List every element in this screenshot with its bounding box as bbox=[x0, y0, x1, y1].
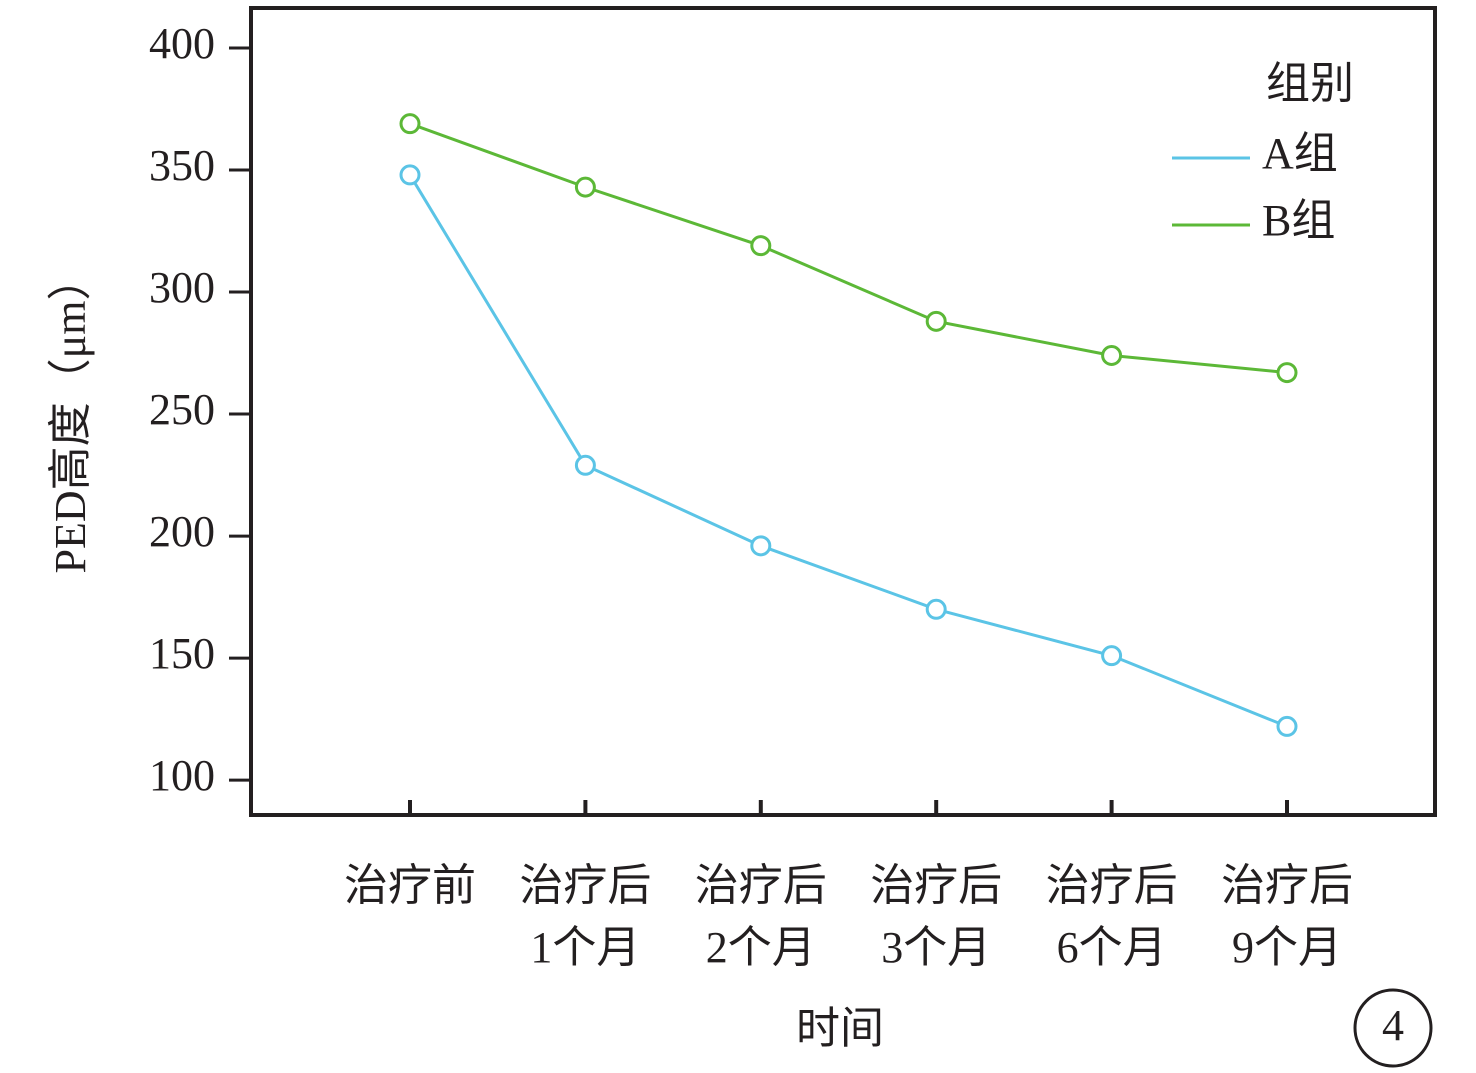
plot-frame bbox=[249, 6, 1437, 817]
point bbox=[1276, 362, 1298, 384]
point bbox=[925, 598, 947, 620]
point bbox=[399, 164, 421, 186]
annotation-circle bbox=[1353, 988, 1433, 1068]
x-tick-label: 治疗后 9个月 bbox=[1221, 861, 1353, 972]
point bbox=[574, 176, 596, 198]
point bbox=[750, 535, 772, 557]
y-tick-label: 100 bbox=[149, 751, 215, 800]
point bbox=[1101, 344, 1123, 366]
x-tick-label: 治疗后 2个月 bbox=[694, 861, 827, 972]
point bbox=[1276, 715, 1298, 737]
legend-label: B组 bbox=[1262, 196, 1335, 245]
x-tick-label: 治疗后 1个月 bbox=[519, 861, 652, 972]
y-axis-label: PED高度（μm） bbox=[46, 257, 95, 574]
legend-title: 组别 bbox=[1266, 59, 1354, 108]
x-tick-label: 治疗前 bbox=[344, 861, 476, 910]
point bbox=[574, 454, 596, 476]
point bbox=[1101, 645, 1123, 667]
x-axis-label: 时间 bbox=[796, 1004, 884, 1053]
legend-label: A组 bbox=[1262, 129, 1338, 178]
y-tick-label: 200 bbox=[149, 507, 215, 556]
y-tick-label: 400 bbox=[149, 19, 215, 68]
y-tick-label: 150 bbox=[149, 629, 215, 678]
series-line bbox=[408, 174, 1288, 728]
x-tick-label: 治疗后 6个月 bbox=[1045, 861, 1178, 972]
point bbox=[399, 113, 421, 135]
annotation: 4 bbox=[1382, 1001, 1404, 1050]
point bbox=[750, 235, 772, 257]
y-tick-label: 350 bbox=[149, 141, 215, 190]
x-tick-label: 治疗后 3个月 bbox=[870, 861, 1003, 972]
y-tick-label: 300 bbox=[149, 263, 215, 312]
y-tick-label: 250 bbox=[149, 385, 215, 434]
point bbox=[925, 310, 947, 332]
series-line bbox=[409, 122, 1288, 375]
